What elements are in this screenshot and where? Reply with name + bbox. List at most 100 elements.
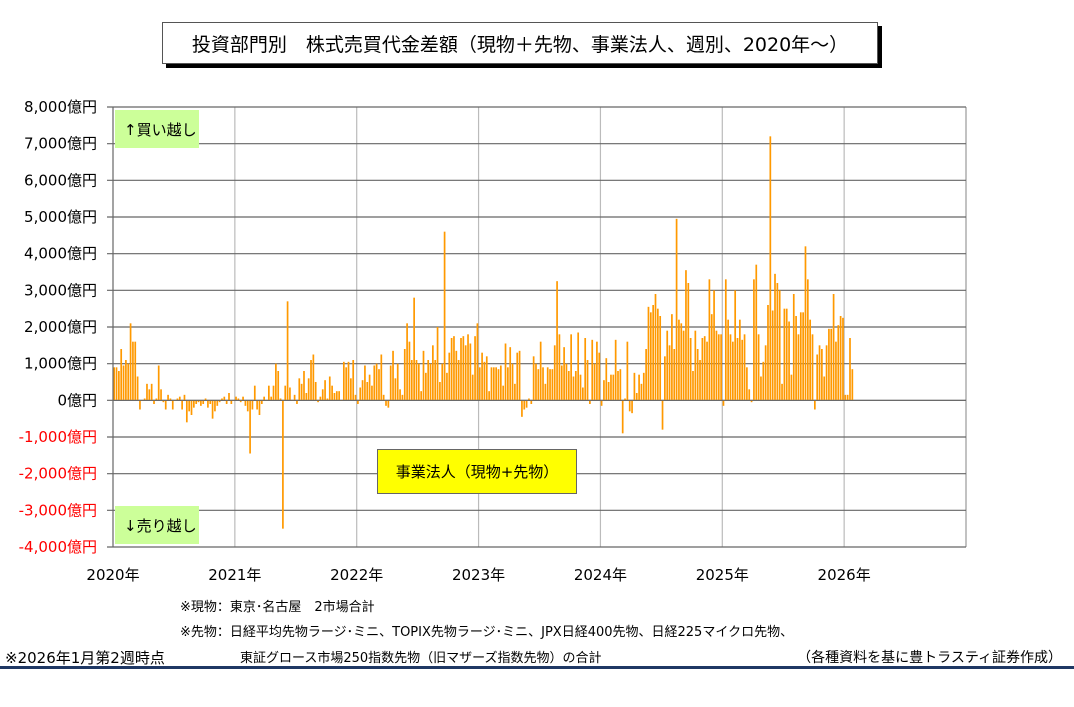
bar [195, 400, 198, 404]
bar [359, 387, 362, 401]
bar [495, 367, 497, 401]
bar [347, 361, 350, 401]
bar [579, 374, 582, 401]
bar [183, 394, 186, 401]
bar [757, 334, 760, 401]
bar [167, 394, 169, 401]
bar [600, 400, 603, 406]
bar [572, 376, 575, 401]
bar [263, 396, 265, 401]
bar [223, 396, 226, 401]
note-futures-2: 東証グロース市場250指数先物（旧マザーズ指数先物）の合計 [240, 651, 602, 666]
bar [277, 371, 280, 401]
y-tick-label: 7,000億円 [24, 135, 97, 153]
bar [417, 363, 420, 401]
bar [122, 365, 125, 401]
y-tick-label: 2,000億円 [24, 318, 97, 336]
bar [460, 338, 462, 401]
bar [844, 394, 847, 401]
bar [214, 400, 216, 412]
bar [764, 345, 767, 401]
bar [378, 369, 380, 401]
bar [802, 312, 804, 401]
bar [171, 400, 174, 410]
bar [804, 246, 807, 401]
bar [389, 365, 392, 401]
bar [846, 394, 849, 401]
bar [731, 341, 734, 401]
bar [523, 400, 526, 410]
note-spot: ※現物：東京･名古屋 2市場合計 [180, 600, 375, 615]
bar [441, 363, 444, 401]
bar [783, 308, 786, 401]
bar [413, 297, 415, 401]
bar [546, 367, 549, 401]
bar [371, 385, 373, 401]
bar [724, 279, 727, 401]
bar [296, 400, 298, 404]
bar [256, 400, 258, 410]
bar [464, 345, 467, 401]
bar [120, 349, 123, 401]
chart-title: 投資部門別 株式売買代金差額（現物＋先物、事業法人、週別、2020年～） [162, 22, 878, 64]
bar [324, 380, 326, 401]
bar [450, 338, 453, 401]
bar [818, 345, 821, 401]
bar [525, 400, 528, 408]
bar [305, 393, 308, 401]
bar [825, 345, 828, 401]
bar [258, 400, 261, 415]
bar [828, 328, 830, 401]
series-label: 事業法人（現物+先物） [396, 463, 559, 481]
bar [685, 270, 687, 401]
bar [221, 398, 223, 401]
bar [364, 365, 366, 401]
bar [185, 400, 188, 423]
bar [197, 400, 200, 403]
x-tick-label: 2023年 [452, 566, 505, 584]
bar [729, 334, 732, 401]
bar [790, 374, 793, 401]
bar [279, 398, 282, 401]
bar [436, 327, 439, 401]
bar [169, 398, 172, 401]
bar [778, 290, 781, 401]
bar [640, 383, 643, 401]
bar [286, 301, 289, 401]
bar [596, 341, 598, 401]
bar [239, 400, 242, 403]
bar [474, 336, 476, 401]
bar [434, 360, 437, 401]
bar [453, 336, 455, 401]
bar [373, 365, 376, 401]
bar [830, 328, 833, 401]
bar [237, 398, 240, 401]
y-tick-label: 6,000億円 [24, 171, 97, 189]
bar [115, 367, 118, 401]
bar [553, 345, 556, 401]
bar [835, 341, 837, 401]
bar [760, 376, 762, 401]
bar [696, 349, 699, 401]
bar [514, 383, 516, 401]
bar [225, 400, 228, 404]
bar [455, 350, 458, 401]
bar [821, 349, 823, 401]
bar [420, 391, 423, 401]
bar [680, 323, 683, 401]
bar [664, 356, 666, 401]
bar [769, 136, 772, 401]
bar [570, 334, 572, 401]
bar [687, 283, 690, 401]
bar [781, 383, 783, 401]
bar [797, 334, 800, 401]
bar [153, 400, 155, 404]
bar [490, 367, 493, 401]
bar [516, 352, 519, 401]
note-source: （各種資料を基に豊トラスティ証券作成） [797, 650, 1062, 666]
bar [710, 314, 713, 401]
note-futures-1: ※先物：日経平均先物ラージ･ミニ、TOPIX先物ラージ･ミニ、JPX日経400先… [180, 625, 794, 640]
bar [628, 400, 631, 412]
bar [448, 352, 451, 401]
annotation-boxes: ↑買い越し ↓売り越し 事業法人（現物+先物） [115, 110, 577, 544]
